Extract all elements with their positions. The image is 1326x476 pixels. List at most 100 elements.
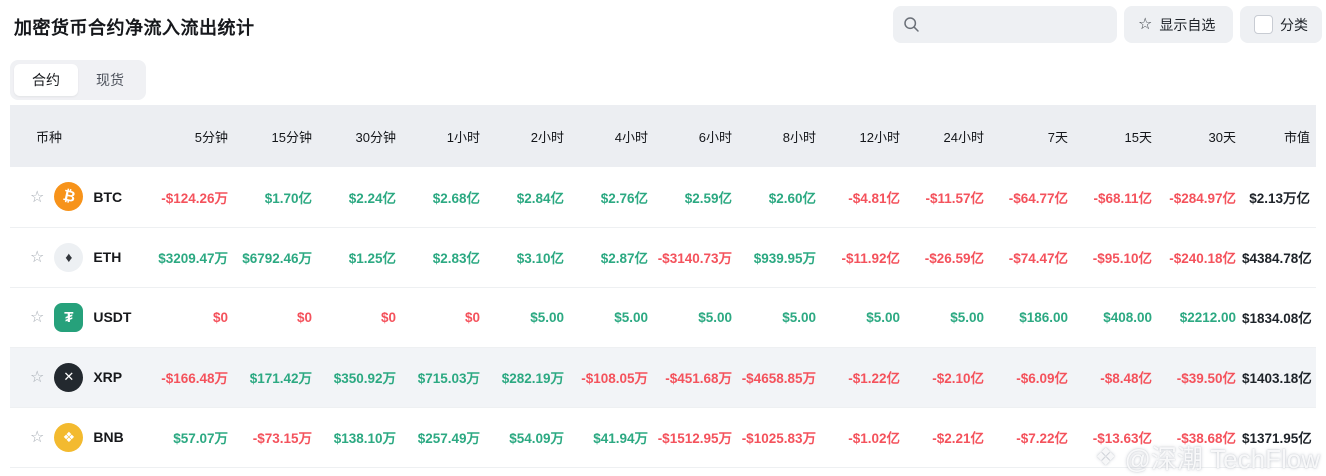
favorite-star-icon[interactable]: ☆ (30, 429, 45, 446)
column-header-8小时[interactable]: 8小时 (782, 129, 816, 145)
market-cap-cell-btc: $2.13万亿 (1249, 190, 1310, 206)
column-header-12小时[interactable]: 12小时 (859, 129, 900, 145)
search-input[interactable] (926, 6, 1107, 43)
value-cell-bnb-2小时: $54.09万 (509, 431, 564, 446)
column-header-市值[interactable]: 市值 (1283, 129, 1310, 145)
coin-cell: ☆ ✕ XRP (10, 347, 150, 407)
value-cell-bnb-30天: -$38.68亿 (1176, 431, 1236, 446)
show-favorites-button[interactable]: ☆ 显示自选 (1124, 6, 1233, 43)
netflow-table-container: 币种 5分钟 15分钟 30分钟 1小时 2小时 4小时 6小时 8小时 12小时 24小时 7天 15… (10, 105, 1316, 468)
value-cell-btc-4小时: $2.76亿 (600, 190, 648, 206)
column-header-30天[interactable]: 30天 (1208, 129, 1236, 145)
value-cell-usdt-30分钟: $0 (380, 309, 396, 325)
search-box[interactable] (893, 6, 1117, 43)
value-cell-bnb-30分钟: $138.10万 (333, 431, 396, 446)
column-header-6小时[interactable]: 6小时 (698, 129, 732, 145)
value-cell-bnb-7天: -$7.22亿 (1016, 431, 1068, 446)
tab-spot[interactable]: 现货 (78, 64, 142, 96)
value-cell-usdt-15天: $408.00 (1103, 309, 1152, 325)
value-cell-usdt-2小时: $5.00 (530, 309, 564, 325)
value-cell-xrp-8小时: -$4658.85万 (741, 371, 816, 386)
value-cell-bnb-12小时: -$1.02亿 (848, 431, 900, 446)
value-cell-btc-8小时: $2.60亿 (768, 190, 816, 206)
value-cell-xrp-7天: -$6.09亿 (1016, 371, 1068, 386)
value-cell-eth-2小时: $3.10亿 (516, 251, 564, 266)
value-cell-btc-1小时: $2.68亿 (432, 190, 480, 206)
coin-symbol: USDT (93, 309, 132, 325)
favorite-star-icon[interactable]: ☆ (30, 309, 45, 326)
table-row-btc[interactable]: ☆ ₿ BTC -$124.26万 $1.70亿 $2.24亿 $2.68亿 $2.84亿 $2… (10, 167, 1316, 227)
column-header-1小时[interactable]: 1小时 (446, 129, 480, 145)
column-header-15天[interactable]: 15天 (1124, 129, 1152, 145)
value-cell-usdt-24小时: $5.00 (950, 309, 984, 325)
value-cell-xrp-12小时: -$1.22亿 (848, 371, 900, 386)
value-cell-eth-8小时: $939.95万 (753, 251, 816, 266)
value-cell-bnb-4小时: $41.94万 (593, 431, 648, 446)
table-row-bnb[interactable]: ☆ ❖ BNB $57.07万 -$73.15万 $138.10万 $257.49万 $54.… (10, 407, 1316, 467)
value-cell-bnb-6小时: -$1512.95万 (657, 431, 732, 446)
column-header-7天[interactable]: 7天 (1047, 129, 1068, 145)
value-cell-bnb-15分钟: -$73.15万 (252, 431, 312, 446)
coin-cell: ☆ ❖ BNB (10, 407, 150, 467)
value-cell-xrp-24小时: -$2.10亿 (932, 371, 984, 386)
coin-cell: ☆ ₮ USDT (10, 287, 150, 347)
value-cell-eth-15天: -$95.10亿 (1092, 251, 1152, 266)
market-cap-cell-bnb: $1371.95亿 (1242, 431, 1312, 446)
value-cell-btc-15天: -$68.11亿 (1093, 190, 1152, 206)
market-cap-cell-eth: $4384.78亿 (1242, 251, 1312, 266)
value-cell-eth-6小时: -$3140.73万 (657, 251, 732, 266)
coin-symbol: BNB (93, 429, 124, 445)
value-cell-xrp-6小时: -$451.68万 (665, 371, 732, 386)
netflow-table: 币种 5分钟 15分钟 30分钟 1小时 2小时 4小时 6小时 8小时 12小时 24小时 7天 15… (10, 105, 1316, 468)
value-cell-eth-30分钟: $1.25亿 (348, 251, 396, 266)
value-cell-btc-6小时: $2.59亿 (684, 190, 732, 206)
column-header-24小时[interactable]: 24小时 (943, 129, 984, 145)
eth-coin-icon: ♦ (54, 242, 84, 272)
search-icon (904, 17, 919, 32)
coin-cell: ☆ ♦ ETH (10, 227, 150, 287)
value-cell-xrp-1小时: $715.03万 (417, 371, 480, 386)
category-checkbox[interactable] (1254, 15, 1273, 34)
value-cell-usdt-4小时: $5.00 (614, 309, 648, 325)
column-header-4小时[interactable]: 4小时 (614, 129, 648, 145)
value-cell-xrp-15分钟: $171.42万 (249, 371, 312, 386)
market-cap-cell-xrp: $1403.18亿 (1242, 371, 1312, 386)
column-header-15分钟[interactable]: 15分钟 (271, 129, 312, 145)
table-row-eth[interactable]: ☆ ♦ ETH $3209.47万 $6792.46万 $1.25亿 $2.83亿 $3.10… (10, 227, 1316, 287)
value-cell-usdt-7天: $186.00 (1019, 309, 1068, 325)
value-cell-btc-30天: -$284.97亿 (1169, 190, 1236, 206)
favorite-star-icon[interactable]: ☆ (30, 188, 45, 206)
value-cell-bnb-8小时: -$1025.83万 (741, 431, 816, 446)
value-cell-btc-24小时: -$11.57亿 (925, 190, 984, 206)
table-row-usdt[interactable]: ☆ ₮ USDT $0 $0 $0 $0 $5.00 $5.00 $5.00 $5.00 $5.00 $… (10, 287, 1316, 347)
value-cell-xrp-5分钟: -$166.48万 (161, 371, 228, 386)
xrp-coin-icon: ✕ (54, 362, 84, 392)
column-header-30分钟[interactable]: 30分钟 (355, 129, 396, 145)
favorite-star-icon[interactable]: ☆ (30, 249, 45, 266)
value-cell-btc-2小时: $2.84亿 (516, 190, 564, 206)
table-header-row: 币种 5分钟 15分钟 30分钟 1小时 2小时 4小时 6小时 8小时 12小时 24小时 7天 15… (10, 105, 1316, 167)
value-cell-eth-4小时: $2.87亿 (600, 251, 648, 266)
value-cell-xrp-30天: -$39.50亿 (1176, 371, 1236, 386)
value-cell-eth-30天: -$240.18亿 (1169, 251, 1236, 266)
value-cell-bnb-15天: -$13.63亿 (1092, 431, 1152, 446)
value-cell-xrp-15天: -$8.48亿 (1100, 371, 1152, 386)
value-cell-btc-30分钟: $2.24亿 (348, 190, 396, 206)
page-title: 加密货币合约净流入流出统计 (14, 18, 255, 38)
table-row-xrp[interactable]: ☆ ✕ XRP -$166.48万 $171.42万 $350.92万 $715.03万 $2… (10, 347, 1316, 407)
star-icon: ☆ (1138, 15, 1153, 33)
value-cell-eth-15分钟: $6792.46万 (242, 251, 312, 266)
value-cell-usdt-12小时: $5.00 (866, 309, 900, 325)
value-cell-btc-15分钟: $1.70亿 (264, 190, 312, 206)
tab-contract[interactable]: 合约 (14, 64, 78, 96)
value-cell-eth-1小时: $2.83亿 (432, 251, 480, 266)
favorite-star-icon[interactable]: ☆ (30, 369, 45, 386)
column-header-币种[interactable]: 币种 (36, 129, 63, 145)
column-header-2小时[interactable]: 2小时 (530, 129, 564, 145)
column-header-5分钟[interactable]: 5分钟 (194, 129, 228, 145)
category-button[interactable]: 分类 (1240, 6, 1322, 43)
value-cell-xrp-4小时: -$108.05万 (581, 371, 648, 386)
usdt-coin-icon: ₮ (54, 302, 84, 332)
value-cell-btc-12小时: -$4.81亿 (848, 190, 900, 206)
